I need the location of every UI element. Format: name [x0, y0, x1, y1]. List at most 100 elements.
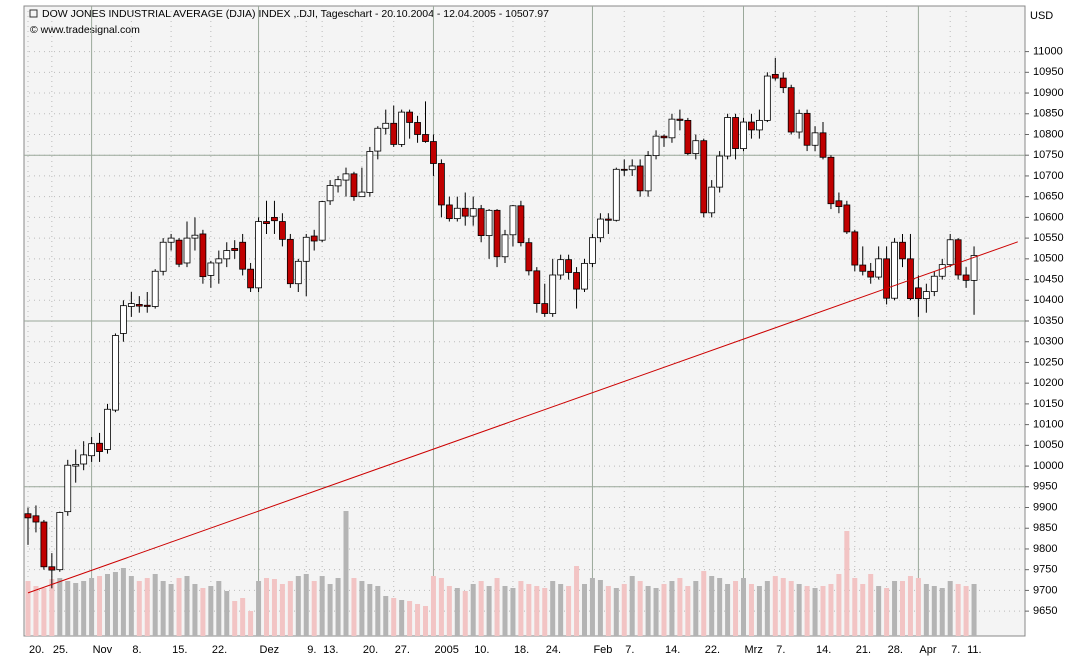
- volume-bar: [701, 571, 707, 636]
- volume-bar: [295, 576, 301, 636]
- x-tick-label: 14.: [665, 644, 680, 656]
- candle-body: [668, 118, 676, 139]
- y-tick-label: 10700: [1033, 170, 1064, 182]
- volume-bar: [97, 576, 103, 636]
- candle-body: [891, 241, 898, 299]
- volume-bar: [343, 511, 349, 636]
- volume-bar: [168, 584, 174, 636]
- candle-body: [127, 303, 135, 307]
- candle-body: [96, 442, 103, 452]
- candle-body: [597, 218, 604, 239]
- volume-bar: [796, 584, 802, 636]
- candle-body: [151, 270, 159, 307]
- y-tick-label: 10900: [1033, 87, 1064, 99]
- candle-body: [811, 132, 819, 146]
- volume-bar: [454, 588, 460, 636]
- candle-body: [525, 242, 533, 272]
- candle-body: [843, 204, 851, 233]
- candle-body: [509, 205, 517, 236]
- volume-bar: [248, 611, 254, 636]
- x-tick-label: 24.: [546, 644, 561, 656]
- chart-subtitle: © www.tradesignal.com: [30, 24, 140, 36]
- volume-bar: [868, 574, 874, 636]
- x-tick-label: 28.: [888, 644, 903, 656]
- candle-body: [922, 291, 930, 300]
- x-tick-label: Mrz: [745, 644, 763, 656]
- candle-body: [771, 73, 779, 79]
- candle-body: [485, 209, 493, 237]
- volume-bar: [375, 586, 381, 636]
- y-tick-label: 9750: [1033, 564, 1057, 576]
- candle-body: [263, 221, 270, 224]
- candle-body: [946, 239, 954, 266]
- candle-body: [589, 237, 596, 264]
- candle-body: [962, 274, 970, 281]
- candle-body: [501, 234, 509, 258]
- y-tick-label: 10350: [1033, 315, 1064, 327]
- volume-bar: [764, 581, 770, 636]
- candle-body: [763, 75, 771, 121]
- volume-bar: [621, 584, 627, 636]
- volume-bar: [486, 586, 492, 636]
- candle-body: [660, 135, 668, 139]
- volume-bar: [669, 581, 675, 636]
- y-tick-label: 10600: [1033, 211, 1064, 223]
- candle-body: [581, 262, 588, 290]
- volume-bar: [128, 576, 134, 636]
- volume-bar: [709, 576, 715, 636]
- volume-bar: [844, 531, 850, 636]
- candle-body: [883, 258, 890, 299]
- volume-bar: [152, 574, 158, 636]
- candle-body: [183, 237, 191, 264]
- volume-bar: [884, 588, 890, 636]
- volume-bar: [558, 584, 564, 636]
- candle-body: [803, 112, 811, 146]
- candle-body: [239, 241, 247, 270]
- candle-body: [40, 521, 48, 568]
- y-tick-label: 10850: [1033, 108, 1064, 120]
- x-tick-label: 11.: [967, 644, 981, 656]
- candle-body: [104, 408, 111, 450]
- candle-body: [135, 304, 143, 307]
- volume-bar: [613, 588, 619, 636]
- candle-body: [565, 259, 572, 273]
- candle-body: [199, 233, 207, 278]
- volume-bar: [828, 584, 834, 636]
- title-icon: [29, 9, 38, 18]
- candle-body: [406, 111, 414, 123]
- volume-bar: [955, 584, 961, 636]
- candle-body: [787, 87, 795, 133]
- y-tick-label: 10300: [1033, 336, 1064, 348]
- volume-bar: [788, 581, 794, 636]
- volume-bar: [900, 581, 905, 636]
- candle-body: [167, 237, 175, 243]
- volume-bar: [526, 584, 532, 636]
- volume-bar: [907, 576, 913, 636]
- candle-body: [628, 165, 636, 171]
- volume-bar: [629, 576, 635, 636]
- volume-bar: [112, 572, 118, 636]
- y-tick-label: 9650: [1033, 605, 1057, 617]
- volume-bar: [772, 576, 778, 636]
- candle-body: [374, 127, 382, 152]
- y-tick-label: 10100: [1033, 419, 1064, 431]
- volume-bar: [73, 583, 79, 636]
- volume-bar: [89, 578, 95, 636]
- volume-bar: [184, 576, 190, 636]
- x-tick-label: 15.: [172, 644, 187, 656]
- volume-bar: [224, 591, 230, 636]
- volume-bar: [319, 576, 325, 636]
- candle-body: [541, 303, 549, 314]
- candle-body: [700, 140, 708, 214]
- volume-bar: [597, 580, 603, 636]
- candle-body: [247, 268, 255, 289]
- volume-bar: [494, 578, 500, 636]
- candle-body: [461, 207, 469, 217]
- volume-bar: [518, 581, 524, 636]
- x-tick-label: 18.: [514, 644, 529, 656]
- candle-body: [827, 156, 835, 205]
- volume-bar: [733, 581, 739, 636]
- candle-body: [302, 236, 310, 262]
- candle-body: [549, 274, 557, 314]
- y-tick-label: 10550: [1033, 232, 1064, 244]
